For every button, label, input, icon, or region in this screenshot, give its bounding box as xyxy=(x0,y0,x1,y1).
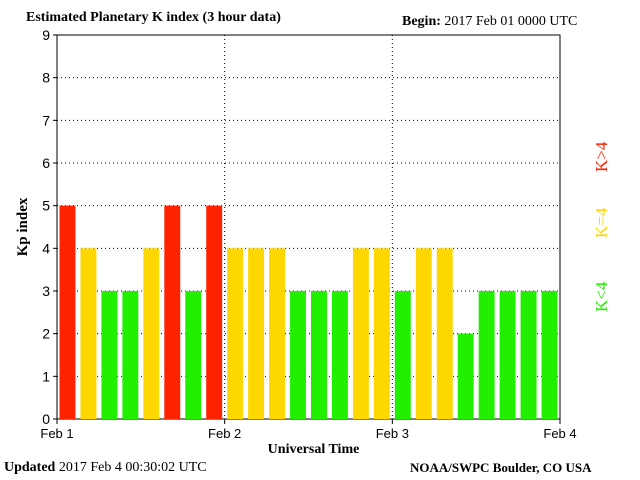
begin-value: 2017 Feb 01 0000 UTC xyxy=(444,14,578,29)
kp-bar xyxy=(394,291,411,419)
kp-bar xyxy=(520,291,537,419)
y-tick-label: 6 xyxy=(42,155,50,171)
begin-label: Begin: xyxy=(402,14,441,29)
kp-bar xyxy=(185,291,202,419)
y-tick-label: 8 xyxy=(42,70,50,86)
y-tick-label: 5 xyxy=(42,198,50,214)
y-tick-label: 7 xyxy=(42,112,50,128)
kp-bar xyxy=(269,248,286,419)
y-axis-label: Kp index xyxy=(15,197,31,256)
kp-bar xyxy=(457,333,474,419)
updated-value: 2017 Feb 4 00:30:02 UTC xyxy=(58,460,207,475)
kp-bar xyxy=(290,291,306,419)
legend-high: K>4 xyxy=(592,141,611,172)
credit-text: NOAA/SWPC Boulder, CO USA xyxy=(410,460,592,475)
x-tick-label: Feb 1 xyxy=(40,426,73,441)
begin-timestamp: Begin: 2017 Feb 01 0000 UTC xyxy=(402,14,577,30)
x-tick-label: Feb 3 xyxy=(376,426,409,441)
kp-bar xyxy=(206,205,223,419)
x-tick-label: Feb 2 xyxy=(208,426,241,441)
kp-bar xyxy=(436,248,453,419)
kp-bar xyxy=(122,291,139,419)
legend-low: K<4 xyxy=(592,281,611,312)
kp-bar xyxy=(248,248,265,419)
kp-bar xyxy=(541,291,558,419)
kp-bar xyxy=(499,291,516,419)
kp-bar xyxy=(143,248,160,419)
x-tick-label: Feb 4 xyxy=(543,426,576,441)
y-tick-label: 2 xyxy=(42,326,50,342)
kp-bar xyxy=(415,248,432,419)
kp-bar xyxy=(227,248,244,419)
y-tick-label: 1 xyxy=(42,368,50,384)
kp-bar xyxy=(311,291,327,419)
y-tick-label: 4 xyxy=(42,240,50,256)
chart-title: Estimated Planetary K index (3 hour data… xyxy=(26,10,281,25)
updated-timestamp: Updated 2017 Feb 4 00:30:02 UTC xyxy=(4,460,207,476)
kp-bar xyxy=(59,205,76,419)
y-tick-label: 3 xyxy=(42,283,50,299)
plot-area xyxy=(56,34,561,420)
y-tick-label: 0 xyxy=(42,411,50,427)
kp-bar xyxy=(80,248,97,419)
kp-bar xyxy=(478,291,495,419)
legend-mid: K=4 xyxy=(592,207,611,238)
updated-label: Updated xyxy=(4,460,56,475)
kp-bar xyxy=(101,291,118,419)
x-axis-label: Universal Time xyxy=(268,442,360,457)
kp-bar xyxy=(164,205,181,419)
kp-bar xyxy=(331,291,348,419)
kp-bar xyxy=(373,248,390,419)
y-tick-label: 9 xyxy=(42,27,50,43)
kp-bar xyxy=(352,248,369,419)
